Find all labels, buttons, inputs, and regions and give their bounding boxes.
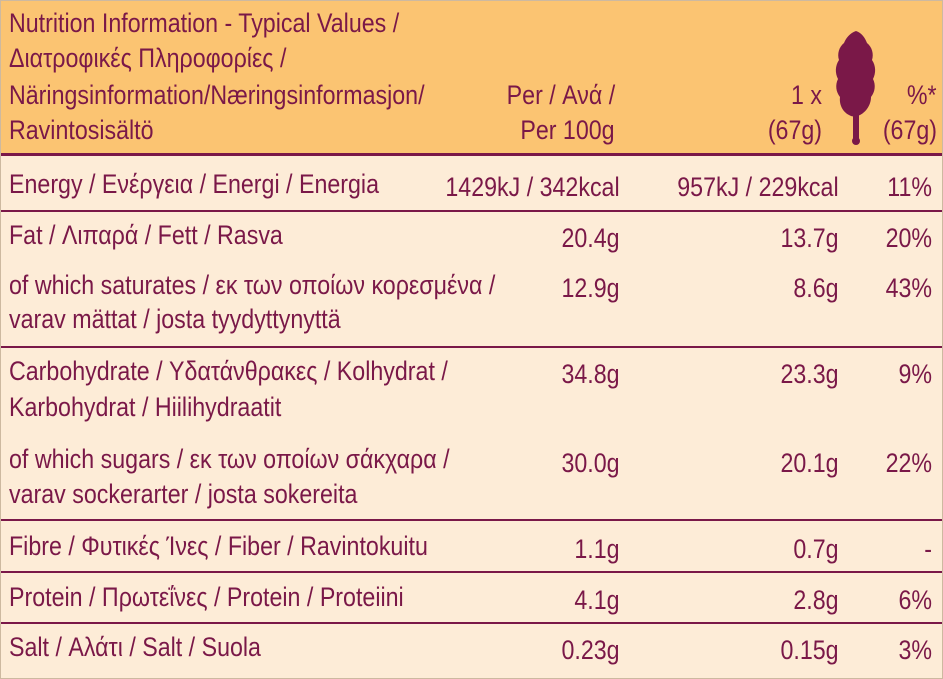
nutrient-label-sugars-2: varav sockerarter / josta sokereita xyxy=(9,479,358,509)
salt-per100: 0.23g xyxy=(561,635,620,665)
fibre-per100: 1.1g xyxy=(574,534,620,564)
header-title-line-2: Διατροφικές Πληροφορίες / xyxy=(9,43,287,73)
carbohydrate-per100: 34.8g xyxy=(561,359,620,389)
carbohydrate-ri: 9% xyxy=(898,359,932,389)
header-per-label-2: Per 100g xyxy=(520,115,615,145)
fat-portion: 13.7g xyxy=(780,223,839,253)
row-divider xyxy=(1,346,942,348)
nutrient-label-salt: Salt / Αλάτι / Salt / Suola xyxy=(9,632,261,662)
fibre-portion: 0.7g xyxy=(793,534,839,564)
nutrient-label-carbohydrate-1: Carbohydrate / Υδατάνθρακες / Kolhydrat … xyxy=(9,356,448,386)
header-percent-label-1: %* xyxy=(907,80,937,110)
protein-portion: 2.8g xyxy=(793,585,839,615)
fat-ri: 20% xyxy=(885,223,932,253)
nutrient-label-fat: Fat / Λιπαρά / Fett / Rasva xyxy=(9,220,283,250)
header-title-line-3: Näringsinformation/Næringsinformasjon/ xyxy=(9,80,425,110)
header-divider xyxy=(1,153,942,156)
protein-per100: 4.1g xyxy=(574,585,620,615)
nutrient-label-fibre: Fibre / Φυτικές Ίνες / Fiber / Ravintoku… xyxy=(9,531,428,561)
nutrient-label-saturates-2: varav mättat / josta tyydyttynyttä xyxy=(9,304,341,334)
row-divider xyxy=(1,519,942,521)
nutrient-label-carbohydrate-2: Karbohydrat / Hiilihydraatit xyxy=(9,392,282,422)
saturates-portion: 8.6g xyxy=(793,273,839,303)
protein-ri: 6% xyxy=(898,585,932,615)
sugars-portion: 20.1g xyxy=(780,448,839,478)
saturates-per100: 12.9g xyxy=(561,273,620,303)
row-divider xyxy=(1,210,942,212)
nutrient-label-saturates-1: of which saturates / εκ των οποίων κορεσ… xyxy=(9,270,496,300)
energy-per100: 1429kJ / 342kcal xyxy=(445,172,620,202)
nutrient-label-protein: Protein / Πρωτεΐνες / Protein / Proteiin… xyxy=(9,582,404,612)
salt-portion: 0.15g xyxy=(780,635,839,665)
header-title-line-1: Nutrition Information - Typical Values / xyxy=(9,8,400,38)
header-portion-label-1: 1 x xyxy=(791,80,822,110)
carbohydrate-portion: 23.3g xyxy=(780,359,839,389)
header-title-line-4: Ravintosisältö xyxy=(9,115,154,145)
header-percent-label-2: (67g) xyxy=(882,115,937,145)
row-divider xyxy=(1,622,942,624)
fat-per100: 20.4g xyxy=(561,223,620,253)
sugars-per100: 30.0g xyxy=(561,448,620,478)
row-divider xyxy=(1,571,942,573)
saturates-ri: 43% xyxy=(885,273,932,303)
table-header: Nutrition Information - Typical Values /… xyxy=(1,1,942,153)
sugars-ri: 22% xyxy=(885,448,932,478)
header-per-label-1: Per / Ανά / xyxy=(506,80,615,110)
salt-ri: 3% xyxy=(898,635,932,665)
fibre-ri: - xyxy=(924,534,932,564)
header-portion-label-2: (67g) xyxy=(767,115,822,145)
fig-fruit-icon xyxy=(835,31,876,145)
nutrient-label-energy: Energy / Ενέργεια / Energi / Energia xyxy=(9,169,380,199)
nutrient-label-sugars-1: of which sugars / εκ των οποίων σάκχαρα … xyxy=(9,444,450,474)
energy-portion: 957kJ / 229kcal xyxy=(677,172,839,202)
energy-ri: 11% xyxy=(887,172,932,202)
